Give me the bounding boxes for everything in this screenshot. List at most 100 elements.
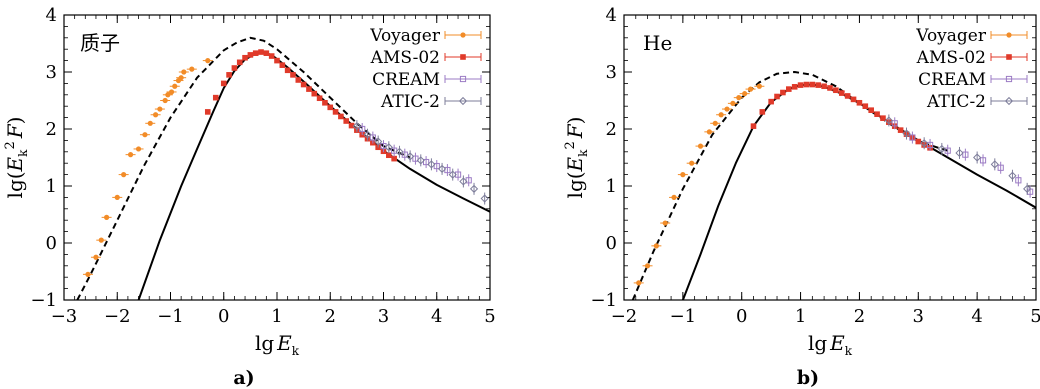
data-point-voyager — [644, 263, 651, 269]
data-point-voyager — [697, 143, 704, 149]
data-point-ams-02 — [348, 122, 355, 129]
x-tick-label: 5 — [1030, 306, 1040, 327]
data-point-atic-2 — [884, 116, 893, 125]
data-point-atic-2 — [352, 122, 361, 131]
data-point-voyager — [189, 66, 195, 72]
data-point-atic-2 — [480, 194, 489, 203]
x-tick-label: 4 — [431, 306, 442, 327]
data-point-cream — [944, 147, 951, 154]
legend-marker-atic-2 — [458, 96, 468, 106]
x-tick-label: 0 — [218, 306, 229, 327]
data-point-ams-02 — [838, 90, 845, 96]
data-point-voyager — [147, 120, 153, 126]
data-point-atic-2 — [416, 156, 425, 165]
x-tick-label: 5 — [484, 306, 495, 327]
data-point-ams-02 — [803, 81, 810, 88]
data-point-ams-02 — [759, 109, 766, 115]
data-point-atic-2 — [437, 164, 447, 174]
data-point-voyager — [127, 152, 134, 158]
plot-area — [631, 71, 1036, 300]
x-tick-label: −1 — [670, 306, 697, 327]
data-point-voyager — [178, 75, 184, 81]
x-tick-label: 4 — [971, 306, 982, 327]
data-point-ams-02 — [774, 93, 780, 100]
data-point-voyager — [93, 254, 99, 260]
data-point-atic-2 — [1023, 184, 1032, 193]
data-point-atic-2 — [920, 139, 929, 148]
data-point-ams-02 — [204, 109, 211, 115]
data-point-ams-02 — [856, 99, 863, 106]
data-point-ams-02 — [316, 95, 323, 102]
plot-frame — [623, 14, 1037, 301]
data-point-cream — [369, 134, 376, 141]
data-point-voyager — [724, 106, 730, 112]
data-point-voyager — [181, 69, 187, 75]
data-point-cream — [909, 134, 916, 141]
data-point-ams-02 — [226, 72, 232, 78]
x-tick-label: 2 — [325, 306, 336, 327]
data-point-voyager — [168, 89, 175, 95]
data-point-atic-2 — [937, 144, 946, 154]
y-tick-label: 2 — [46, 119, 57, 140]
data-point-voyager — [205, 58, 211, 64]
legend-marker-voyager — [460, 32, 466, 38]
data-point-ams-02 — [295, 77, 302, 83]
y-tick-label: 2 — [606, 119, 617, 140]
plot-area — [76, 36, 490, 300]
data-point-cream — [891, 120, 898, 127]
data-point-ams-02 — [300, 81, 307, 88]
data-point-ams-02 — [263, 50, 270, 56]
data-point-ams-02 — [391, 155, 397, 162]
data-point-ams-02 — [821, 83, 827, 90]
data-point-ams-02 — [279, 62, 286, 68]
y-axis-label: lg(Ek2F) — [563, 117, 590, 199]
data-point-cream — [423, 158, 430, 166]
data-point-voyager — [165, 92, 171, 98]
x-tick-label: 1 — [795, 306, 806, 327]
data-point-ams-02 — [274, 57, 280, 64]
dashed-model-curve — [631, 71, 948, 300]
data-point-ams-02 — [327, 104, 334, 111]
data-point-ams-02 — [833, 87, 839, 94]
data-point-ams-02 — [815, 82, 822, 88]
data-point-voyager — [747, 86, 754, 92]
data-point-ams-02 — [809, 81, 816, 88]
data-point-atic-2 — [374, 137, 383, 146]
data-point-voyager — [152, 112, 159, 118]
data-point-ams-02 — [862, 103, 869, 109]
legend-label-atic-2: ATIC-2 — [380, 92, 440, 112]
data-point-voyager — [689, 160, 695, 166]
x-tick-label: 0 — [736, 306, 747, 327]
legend-label-ams-02: AMS-02 — [916, 48, 986, 68]
x-tick-label: 3 — [378, 306, 389, 327]
x-tick-label: −2 — [104, 306, 131, 327]
data-point-voyager — [653, 243, 659, 249]
data-point-atic-2 — [363, 130, 372, 139]
x-axis-label: lg Ek — [255, 331, 300, 358]
y-tick-label: 0 — [46, 233, 57, 254]
data-point-voyager — [121, 172, 127, 178]
data-point-ams-02 — [306, 86, 312, 92]
data-point-cream — [997, 164, 1004, 171]
data-point-ams-02 — [915, 138, 922, 145]
solid-model-curve — [681, 83, 1036, 300]
data-point-ams-02 — [844, 93, 851, 99]
x-tick-label: 1 — [271, 306, 282, 327]
legend-label-cream: CREAM — [372, 70, 440, 90]
data-point-cream — [1015, 177, 1022, 184]
data-point-voyager — [98, 237, 104, 243]
data-point-ams-02 — [284, 67, 291, 74]
panel-a-annotation: 质子 — [80, 31, 120, 55]
data-point-voyager — [730, 100, 736, 106]
data-point-voyager — [680, 172, 686, 178]
y-tick-label: −1 — [30, 290, 57, 311]
legend-label-ams-02: AMS-02 — [370, 48, 440, 68]
data-point-ams-02 — [338, 113, 344, 120]
data-point-atic-2 — [406, 152, 415, 161]
data-point-cream — [412, 155, 419, 162]
data-point-ams-02 — [242, 54, 248, 61]
data-point-ams-02 — [868, 107, 874, 113]
data-point-atic-2 — [459, 177, 468, 186]
data-point-atic-2 — [427, 160, 436, 169]
